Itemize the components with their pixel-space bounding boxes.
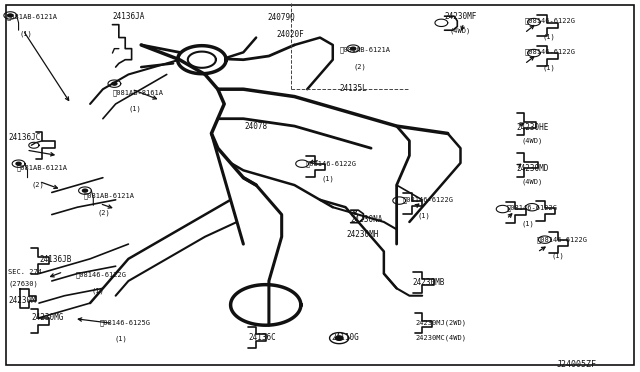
Text: Ⓡ081AB-6121A: Ⓡ081AB-6121A — [84, 192, 134, 199]
Text: 24230MC(4WD): 24230MC(4WD) — [416, 334, 467, 341]
Text: Ⓡ081AB-6121A: Ⓡ081AB-6121A — [339, 47, 390, 54]
Text: Ⓡ081AB-6121A: Ⓡ081AB-6121A — [17, 165, 68, 171]
Text: (4WD): (4WD) — [450, 27, 471, 34]
Text: (2): (2) — [354, 63, 367, 70]
Text: SEC. 274: SEC. 274 — [8, 269, 42, 275]
Text: (2): (2) — [31, 182, 44, 188]
Text: 24136JB: 24136JB — [39, 255, 72, 264]
Text: Ⓡ08146-6122G: Ⓡ08146-6122G — [537, 237, 588, 243]
Text: 24230MJ(2WD): 24230MJ(2WD) — [416, 320, 467, 326]
Text: 24230MG: 24230MG — [31, 314, 64, 323]
Text: Ⓡ081AB-6121A: Ⓡ081AB-6121A — [7, 14, 58, 20]
Text: J24005ZF: J24005ZF — [556, 360, 596, 369]
Text: (1): (1) — [551, 252, 564, 259]
Text: 24230M: 24230M — [8, 296, 36, 305]
Text: 24230MB: 24230MB — [413, 278, 445, 287]
Text: Ⓡ08146-6122G: Ⓡ08146-6122G — [524, 49, 575, 55]
Text: 24230MD: 24230MD — [516, 164, 549, 173]
Text: (1): (1) — [115, 336, 127, 342]
Text: Ⓡ08146-6122G: Ⓡ08146-6122G — [506, 204, 557, 211]
Text: 24230MF: 24230MF — [445, 13, 477, 22]
Text: (4WD): (4WD) — [521, 179, 543, 185]
Text: 24110G: 24110G — [332, 333, 359, 342]
Text: 24136C: 24136C — [248, 333, 276, 342]
Polygon shape — [83, 189, 88, 192]
Text: 24020F: 24020F — [276, 30, 305, 39]
Text: 24230MH: 24230MH — [347, 230, 379, 239]
Text: Ⓡ08146-6122G: Ⓡ08146-6122G — [306, 160, 357, 167]
Text: 24136JA: 24136JA — [113, 12, 145, 21]
Text: Ⓡ08146-6125G: Ⓡ08146-6125G — [100, 320, 150, 326]
Text: 24136JC: 24136JC — [8, 134, 41, 142]
Text: (1): (1) — [20, 30, 33, 37]
Text: (2): (2) — [98, 209, 111, 215]
Text: (1): (1) — [521, 220, 534, 227]
Polygon shape — [16, 162, 21, 165]
Text: 24230HE: 24230HE — [516, 123, 549, 132]
Text: (1): (1) — [542, 33, 555, 40]
Text: (1): (1) — [417, 213, 430, 219]
Polygon shape — [8, 14, 13, 17]
Polygon shape — [351, 47, 356, 50]
Text: (1): (1) — [542, 64, 555, 71]
Text: (4WD): (4WD) — [521, 138, 543, 144]
Text: (1): (1) — [321, 176, 334, 182]
Polygon shape — [112, 82, 117, 85]
Text: 24135L: 24135L — [339, 84, 367, 93]
Text: Ⓡ081AB-8161A: Ⓡ081AB-8161A — [113, 89, 163, 96]
Text: 24079Q: 24079Q — [268, 13, 296, 22]
Text: (1): (1) — [92, 288, 104, 294]
Text: 24230NA: 24230NA — [351, 215, 383, 224]
Polygon shape — [335, 336, 343, 340]
Text: 24078: 24078 — [244, 122, 268, 131]
Text: Ⓡ08146-6122G: Ⓡ08146-6122G — [524, 17, 575, 24]
Text: (1): (1) — [129, 106, 141, 112]
Text: (27630): (27630) — [8, 281, 38, 288]
Text: Ⓡ08146-6122G: Ⓡ08146-6122G — [76, 272, 127, 278]
Text: Ⓡ08146-6122G: Ⓡ08146-6122G — [403, 197, 454, 203]
